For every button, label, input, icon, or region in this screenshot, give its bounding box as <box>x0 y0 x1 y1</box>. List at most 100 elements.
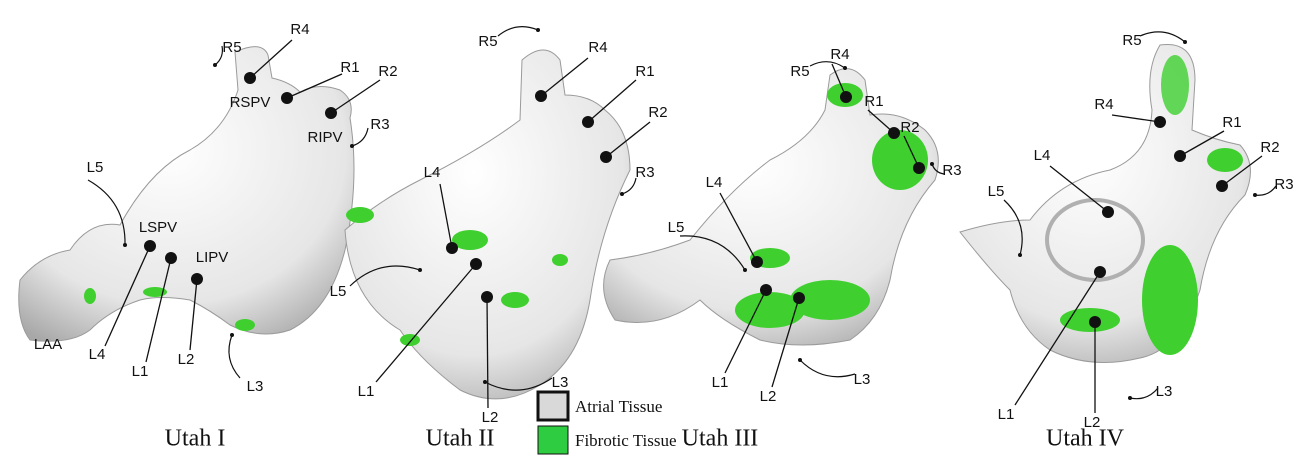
landmark-label: R1 <box>635 63 654 80</box>
landmark-label: LSPV <box>139 219 177 236</box>
landmark-label: RIPV <box>307 129 342 146</box>
curved-arrow <box>349 265 421 287</box>
landmark-label: L4 <box>1034 147 1051 164</box>
landmark-dot <box>244 72 256 84</box>
landmark-dot <box>1154 116 1166 128</box>
curved-arrow <box>679 235 746 271</box>
arrow-head <box>620 192 624 196</box>
arrow-head <box>230 333 234 337</box>
fibrosis <box>552 254 568 266</box>
arrow-head <box>930 162 934 166</box>
legend-swatch <box>537 425 569 455</box>
fibrosis <box>501 292 529 308</box>
arrow-head <box>1253 193 1257 197</box>
panel-title: Utah IV <box>1046 426 1125 452</box>
fibrosis <box>400 334 420 346</box>
fibrosis <box>735 292 805 328</box>
leader-line <box>330 79 381 114</box>
curved-arrow <box>1129 387 1159 400</box>
landmark-label: L2 <box>760 388 777 405</box>
leader-line <box>1221 155 1263 187</box>
landmark-label: R3 <box>1274 176 1293 193</box>
landmark-label: R3 <box>370 116 389 133</box>
leader-line <box>771 297 800 388</box>
landmark-dot <box>165 252 177 264</box>
leader-line <box>724 289 767 374</box>
fibrosis <box>84 288 96 304</box>
landmark-dot <box>888 127 900 139</box>
landmark-label: L5 <box>330 283 347 300</box>
leader-line <box>1111 114 1161 123</box>
landmark-label: RSPV <box>230 94 271 111</box>
landmark-dot <box>481 291 493 303</box>
arrow-head <box>123 243 127 247</box>
fibrosis <box>452 230 488 250</box>
curved-arrow <box>1254 185 1277 196</box>
landmark-label: L4 <box>424 164 441 181</box>
fibrosis <box>235 319 255 331</box>
landmark-dot <box>470 258 482 270</box>
landmark-label: R2 <box>900 119 919 136</box>
legend-label: Fibrotic Tissue <box>575 431 677 450</box>
landmark-label: L1 <box>998 406 1015 423</box>
landmark-label: LAA <box>34 336 62 353</box>
panel-title: Utah II <box>426 426 495 452</box>
arrow-head <box>536 28 540 32</box>
fibrosis <box>790 280 870 320</box>
leader-line <box>1179 130 1225 157</box>
fibrosis <box>1142 245 1198 355</box>
landmark-label: L1 <box>358 383 375 400</box>
landmark-label: R1 <box>340 59 359 76</box>
leader-line <box>587 79 637 123</box>
curved-arrow <box>621 177 637 195</box>
curved-arrow <box>799 359 856 378</box>
curved-arrow <box>497 26 539 37</box>
landmark-dot <box>793 292 805 304</box>
leader-line <box>605 121 651 158</box>
fibrosis <box>1207 148 1243 172</box>
landmark-label: L2 <box>482 409 499 426</box>
landmark-label: R1 <box>1222 114 1241 131</box>
landmark-label: L3 <box>854 371 871 388</box>
arrow-head <box>743 268 747 272</box>
landmark-label: L1 <box>132 363 149 380</box>
curved-arrow <box>1003 199 1023 256</box>
arrow-head <box>418 268 422 272</box>
leader-line <box>189 278 198 351</box>
landmark-label: L5 <box>668 219 685 236</box>
landmark-label: L2 <box>178 351 195 368</box>
landmark-dot <box>840 91 852 103</box>
landmark-label: R3 <box>635 164 654 181</box>
arrow-head <box>798 358 802 362</box>
leader-line <box>540 57 589 97</box>
atrium-shape <box>18 46 355 342</box>
arrow-head <box>483 380 487 384</box>
curved-arrow <box>351 127 369 147</box>
panel-title: Utah I <box>165 426 226 452</box>
leader-line <box>1014 271 1101 406</box>
landmark-label: R4 <box>588 39 607 56</box>
landmark-dot <box>1102 206 1114 218</box>
landmark-label: L3 <box>247 378 264 395</box>
landmark-label: R4 <box>830 46 849 63</box>
arrow-head <box>350 144 354 148</box>
legend-swatch <box>536 390 570 422</box>
landmark-dot <box>582 116 594 128</box>
landmark-label: R5 <box>478 33 497 50</box>
annotations: R5 R4 R1 R2 RSPV RIPV R3 L5 LSPV LIPV LAA L4 L1 L2 L3 U… <box>34 21 1294 452</box>
landmark-label: L5 <box>988 183 1005 200</box>
landmark-label: R1 <box>864 93 883 110</box>
landmark-label: L2 <box>1084 414 1101 431</box>
landmark-dot <box>446 242 458 254</box>
landmark-dot <box>535 90 547 102</box>
curved-arrow <box>228 334 241 379</box>
atrium-shape <box>603 68 939 346</box>
landmark-dot <box>600 151 612 163</box>
fibrosis <box>143 287 167 297</box>
landmark-label: R2 <box>378 63 397 80</box>
landmark-dot <box>281 92 293 104</box>
landmark-label: L4 <box>89 346 106 363</box>
landmark-label: R4 <box>1094 96 1113 113</box>
landmark-label: R2 <box>648 104 667 121</box>
landmark-label: L3 <box>552 374 569 391</box>
